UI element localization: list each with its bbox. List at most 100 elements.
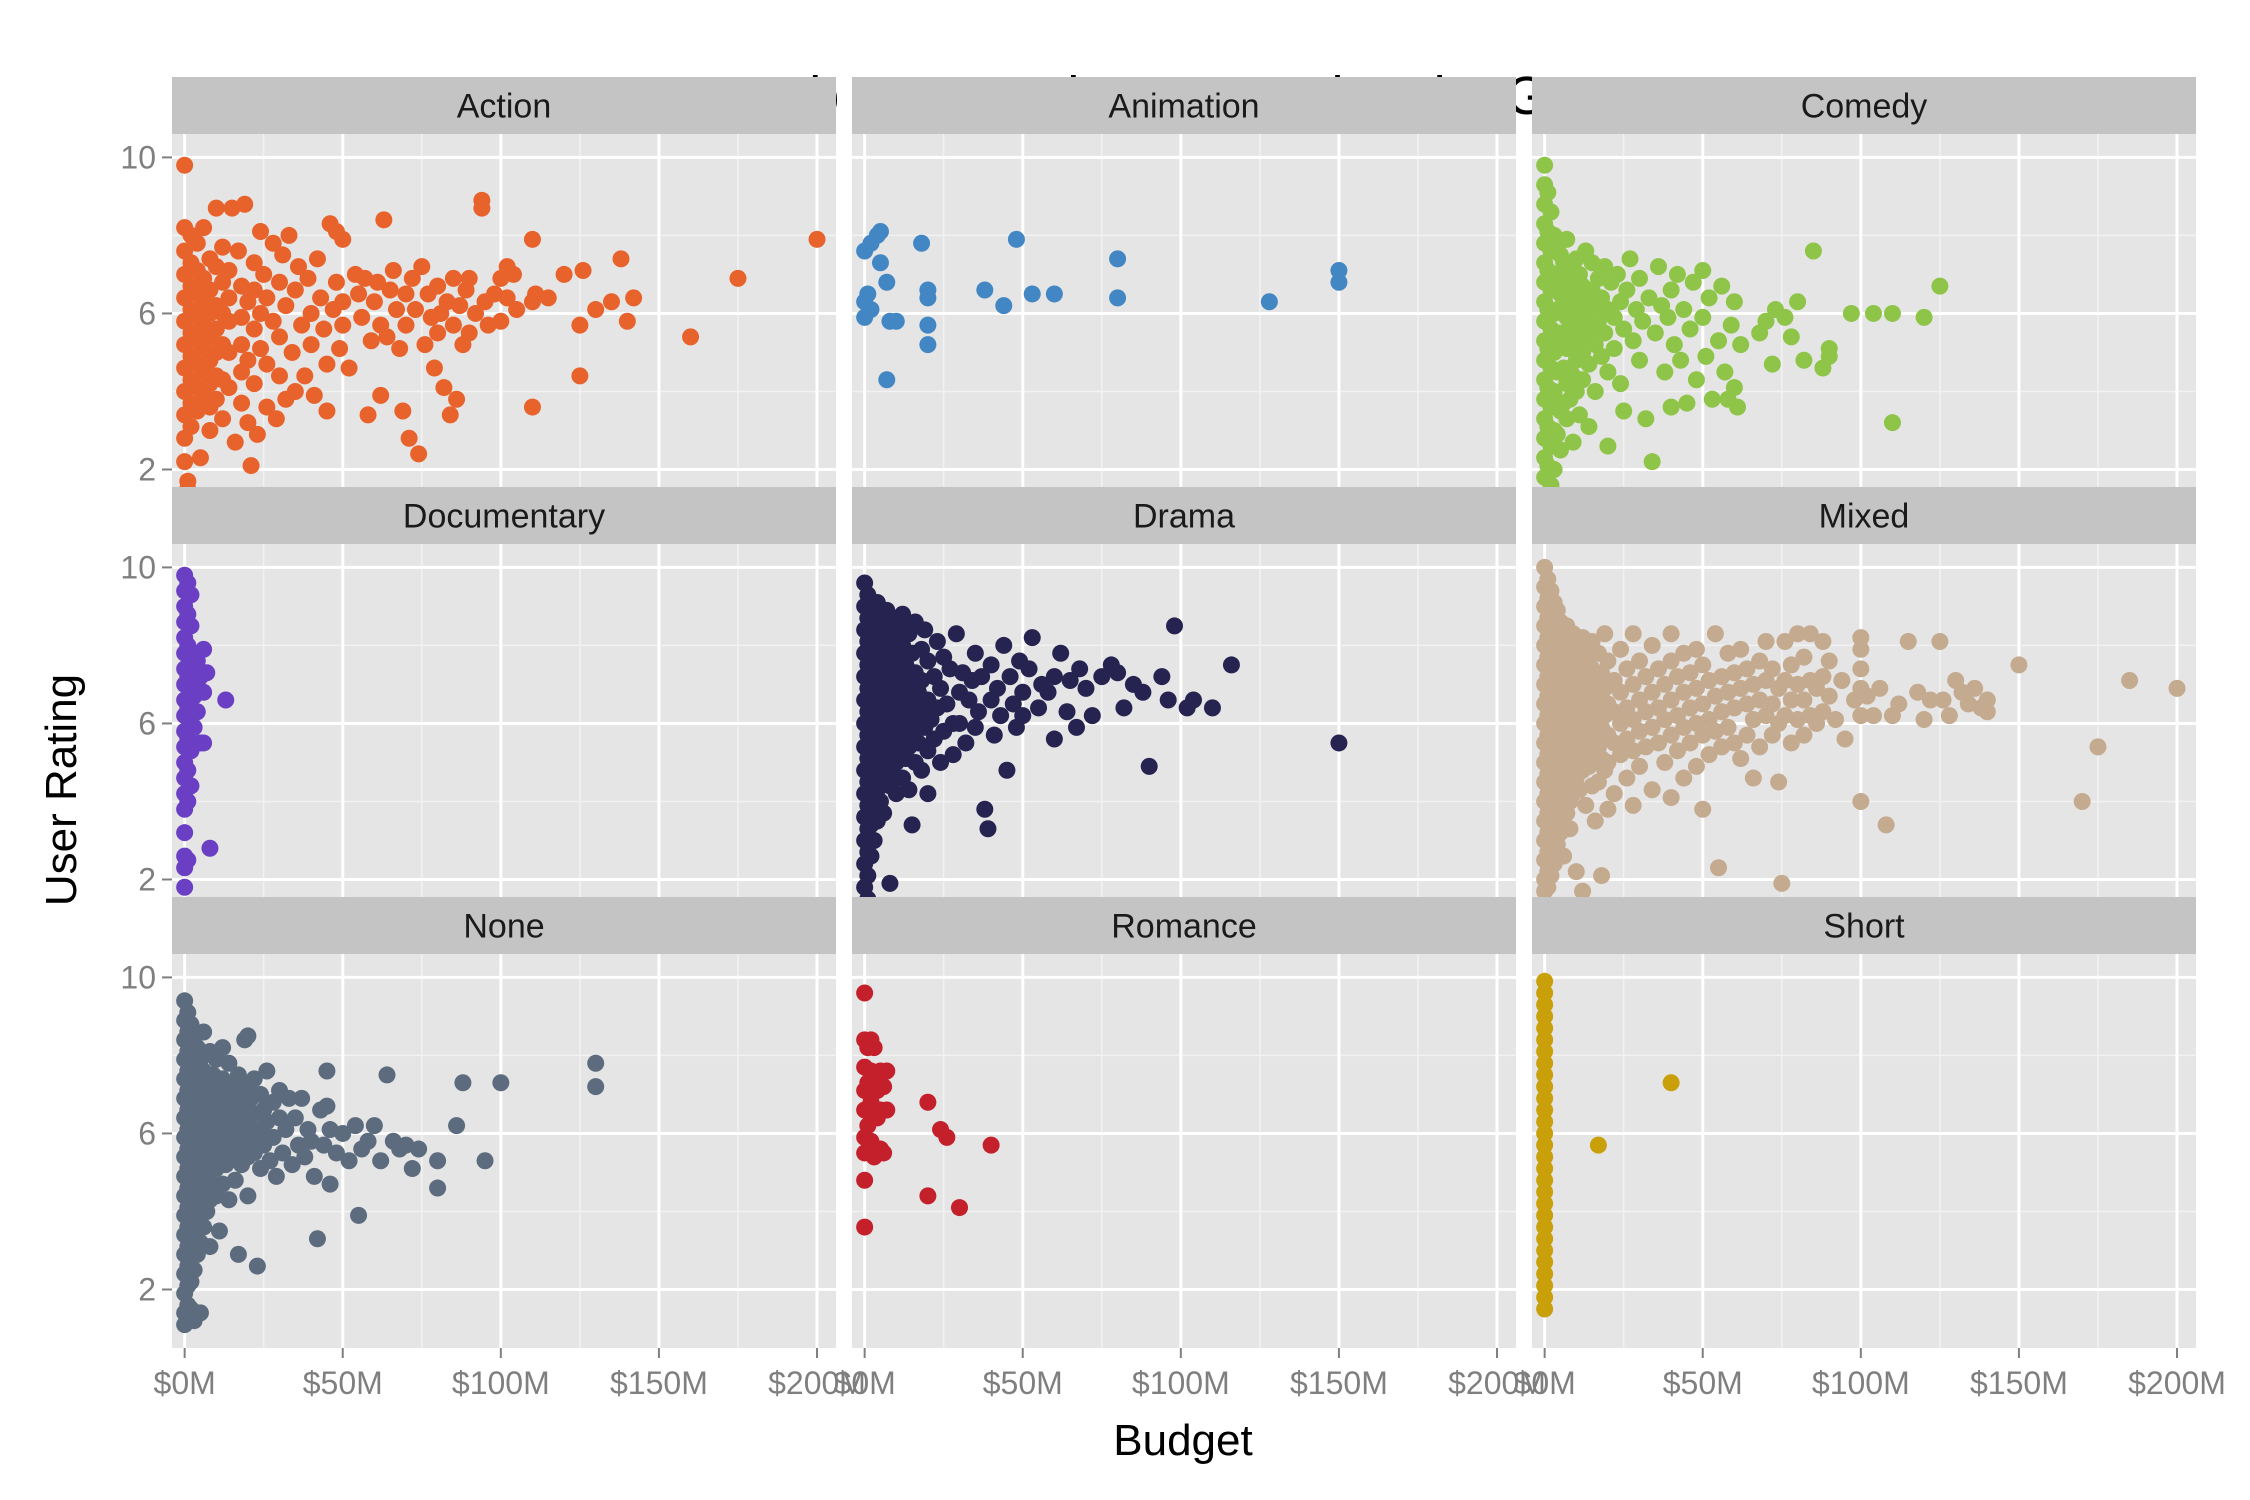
data-point	[859, 867, 877, 885]
data-point	[1795, 648, 1813, 666]
data-point	[1931, 277, 1949, 295]
facet-short: Short $0M $50M $100M $150M $200M	[1514, 897, 2226, 1401]
facet-strip-label: Action	[457, 88, 552, 126]
data-point	[280, 1089, 298, 1107]
data-point	[862, 847, 880, 865]
data-point	[1795, 726, 1813, 744]
data-point	[856, 1218, 874, 1236]
data-point	[444, 269, 462, 287]
data-point	[1697, 347, 1715, 365]
data-point	[274, 1144, 292, 1162]
data-point	[176, 878, 194, 896]
facet-strip	[1532, 77, 2196, 134]
data-point	[245, 375, 263, 393]
data-point	[571, 367, 589, 385]
data-point	[1612, 375, 1630, 393]
data-point	[185, 718, 203, 736]
data-point	[1665, 336, 1683, 354]
data-point	[1109, 664, 1127, 682]
data-point	[1014, 683, 1032, 701]
data-point	[1637, 668, 1655, 686]
data-point	[1703, 390, 1721, 408]
data-point	[1694, 800, 1712, 818]
data-point	[1093, 668, 1111, 686]
data-point	[919, 1093, 937, 1111]
data-point	[239, 414, 257, 432]
y-axis-title: User Rating	[37, 674, 86, 906]
data-point	[1716, 363, 1734, 381]
data-point	[1700, 289, 1718, 307]
data-point	[969, 703, 987, 721]
data-point	[1706, 625, 1724, 643]
data-point	[928, 633, 946, 651]
data-point	[1536, 1265, 1554, 1283]
data-point	[875, 1144, 893, 1162]
data-point	[296, 367, 314, 385]
data-point	[571, 316, 589, 334]
facet-strip-label: Comedy	[1801, 88, 1928, 126]
facet-strip	[852, 487, 1516, 544]
data-point	[1536, 1206, 1554, 1224]
data-point	[1681, 664, 1699, 682]
facet-none: None 2 6 10 $0M $50M $100M $150M $200M	[120, 897, 866, 1401]
data-point	[473, 199, 491, 217]
data-point	[214, 238, 232, 256]
x-axis-title: Budget	[1113, 1416, 1252, 1465]
data-point	[1668, 742, 1686, 760]
data-point	[289, 258, 307, 276]
data-point	[1827, 711, 1845, 729]
data-point	[210, 1222, 228, 1240]
data-point	[1045, 668, 1063, 686]
facet-strip-label: Romance	[1111, 908, 1257, 946]
data-point	[264, 1128, 282, 1146]
data-point	[397, 285, 415, 303]
data-point	[365, 1117, 383, 1135]
data-point	[1536, 1113, 1554, 1131]
data-point	[1662, 1074, 1680, 1092]
data-point	[1536, 1241, 1554, 1259]
data-point	[1934, 691, 1952, 709]
data-point	[1001, 668, 1019, 686]
data-point	[283, 343, 301, 361]
data-point	[1599, 800, 1617, 818]
data-point	[394, 402, 412, 420]
facet-strip-label: Short	[1823, 908, 1905, 946]
data-point	[985, 726, 1003, 744]
data-point	[913, 234, 931, 252]
data-point	[1725, 293, 1743, 311]
data-point	[375, 211, 393, 229]
data-point	[201, 1238, 219, 1256]
data-point	[523, 230, 541, 248]
data-point	[179, 851, 197, 869]
data-point	[1940, 707, 1958, 725]
data-point	[998, 761, 1016, 779]
data-point	[1052, 644, 1070, 662]
data-point	[1820, 652, 1838, 670]
data-point	[960, 691, 978, 709]
data-point	[245, 1070, 263, 1088]
data-point	[403, 269, 421, 287]
data-point	[1618, 281, 1636, 299]
data-point	[1045, 285, 1063, 303]
data-point	[267, 410, 285, 428]
data-point	[176, 824, 194, 842]
data-point	[976, 281, 994, 299]
data-point	[587, 1078, 605, 1096]
panel-background	[852, 954, 1516, 1348]
data-point	[182, 617, 200, 635]
data-point	[1687, 640, 1705, 658]
data-point	[296, 1148, 314, 1166]
data-point	[258, 355, 276, 373]
data-point	[1852, 707, 1870, 725]
data-point	[1624, 796, 1642, 814]
data-point	[1071, 660, 1089, 678]
data-point	[1883, 304, 1901, 322]
data-point	[1536, 1054, 1554, 1072]
data-point	[435, 379, 453, 397]
data-point	[951, 714, 969, 732]
data-point	[1615, 402, 1633, 420]
data-point	[1804, 242, 1822, 260]
data-point	[267, 1167, 285, 1185]
data-point	[280, 226, 298, 244]
data-point	[944, 746, 962, 764]
